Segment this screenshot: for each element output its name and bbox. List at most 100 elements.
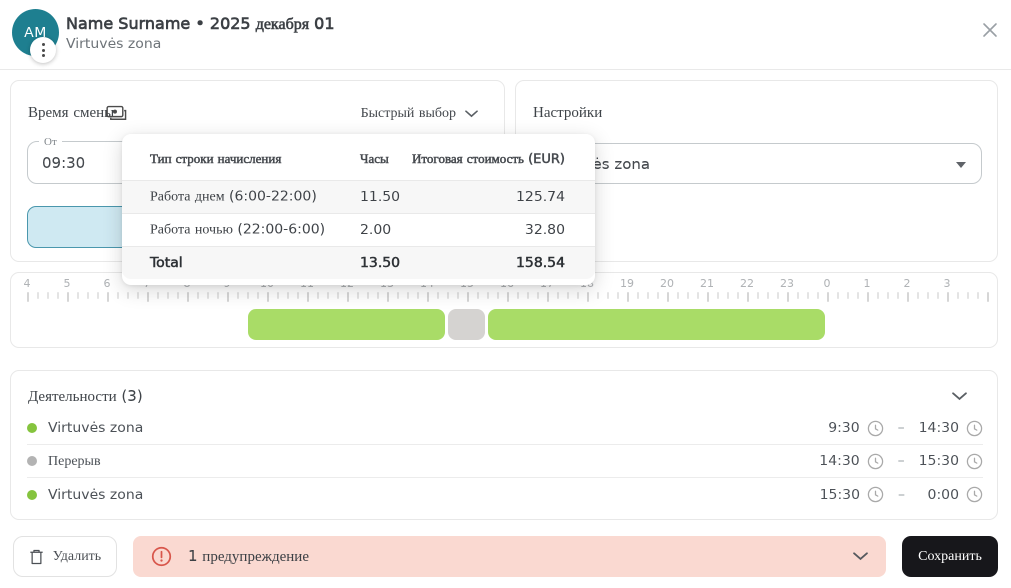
activity-start-time[interactable]: 14:30 [819,453,860,469]
timeline-tick [827,292,829,302]
timeline-tick [637,292,639,299]
col-type: Тип строки начисления [150,152,282,167]
timeline-tick [127,292,129,299]
timeline-tick [887,292,889,299]
timeline-tick [707,292,709,302]
timeline-tick [987,292,989,302]
timeline-tick [927,292,929,299]
chevron-down-icon[interactable] [853,552,868,561]
activity-row[interactable]: Перерыв 14:30 – 15:30 [27,445,983,478]
range-separator: – [897,453,905,469]
activity-end-time[interactable]: 14:30 [918,420,959,436]
range-separator: – [898,486,905,503]
timeline-tick [797,292,799,299]
timeline-tick [387,292,389,302]
timeline-tick [357,292,359,299]
timeline-segment[interactable] [448,309,485,340]
quick-select-label: Быстрый выбор [360,105,456,121]
activity-end-time[interactable]: 0:00 [927,486,959,503]
timeline-tick [697,292,699,299]
timeline-tick [547,292,549,302]
zone-select[interactable]: Virtuvės zona [533,143,982,184]
timeline-tick [237,292,239,299]
activity-row[interactable]: Virtuvės zona 15:30 – 0:00 [27,478,983,511]
clock-icon[interactable] [966,420,983,437]
timeline-tick [197,292,199,299]
timeline-tick [607,292,609,299]
clock-icon[interactable] [966,453,983,470]
activity-dot [27,423,37,433]
timeline-tick [327,292,329,299]
timeline-hour-label: 23 [780,277,794,290]
timeline-segment[interactable] [248,309,445,340]
quick-select-button[interactable]: Быстрый выбор [361,105,478,122]
timeline-tick [847,292,849,299]
timeline-tick [47,292,49,299]
timeline-tick [857,292,859,299]
timeline-tick [747,292,749,302]
activity-dot [27,489,37,500]
timeline-tick [917,292,919,299]
kebab-menu-icon[interactable] [30,37,56,63]
clock-icon[interactable] [867,420,884,437]
timeline-hour-label: 3 [943,277,951,290]
timeline-tick [967,292,969,299]
timeline-tick [717,292,719,299]
warning-text: 1 предупреждение [188,547,309,565]
page-title: Name Surname • 2025 декабря 01 [66,14,335,34]
employee-name: Name Surname [66,14,191,33]
banknote-icon[interactable] [106,105,127,126]
row-hours: 11.50 [360,189,401,205]
timeline-tick [597,292,599,299]
activity-row[interactable]: Virtuvės zona 9:30 – 14:30 [27,412,983,445]
clock-icon[interactable] [867,453,884,470]
cost-table-row: Работа ночью (22:00-6:00) 2.00 32.80 [122,213,595,246]
timeline-tick [677,292,679,299]
warning-banner[interactable]: 1 предупреждение [133,536,886,577]
timeline-tick [767,292,769,299]
row-cost: 125.74 [516,189,565,205]
clock-icon[interactable] [966,486,983,503]
timeline-tick [757,292,759,299]
timeline-tick [737,292,739,299]
timeline-hour-label: 19 [620,277,634,290]
timeline-tick [497,292,499,299]
activity-end-time[interactable]: 15:30 [918,453,959,469]
timeline-tick [77,292,79,299]
timeline-tick [557,292,559,299]
timeline-hour-label: 21 [700,277,714,290]
timeline-tick [947,292,949,302]
save-button[interactable]: Сохранить [902,536,998,577]
cost-breakdown-popover: Тип строки начисления Часы Итоговая стои… [122,134,595,285]
row-cost: 32.80 [524,222,565,238]
zone-subtitle: Virtuvės zona [66,36,162,52]
activity-start-time[interactable]: 9:30 [828,420,860,436]
from-label: От [39,135,62,148]
timeline-tick [397,292,399,299]
timeline-hour-label: 1 [863,277,871,290]
timeline-tick [977,292,979,299]
timeline-tick [337,292,339,299]
row-hours: 13.50 [360,255,401,271]
timeline-tick [347,292,349,302]
close-icon[interactable] [979,19,1001,41]
delete-button[interactable]: Удалить [13,536,117,577]
timeline-hour-label: 4 [23,277,31,290]
activity-name: Virtuvės zona [48,420,144,436]
timeline-tick [467,292,469,302]
timeline-tick [227,292,229,302]
timeline-tick [587,292,589,302]
timeline-tick [627,292,629,302]
timeline-hour-label: 5 [63,277,71,290]
timeline-hour-label: 6 [103,277,111,290]
activities-title: Деятельности (3) [28,387,143,405]
chevron-down-icon[interactable] [952,389,967,404]
activity-start-time[interactable]: 15:30 [819,486,860,503]
col-cost: Итоговая стоимость (EUR) [412,152,565,167]
timeline-segment[interactable] [488,309,825,340]
delete-label: Удалить [52,548,102,564]
clock-icon[interactable] [867,486,884,503]
cost-table-header: Тип строки начисления Часы Итоговая стои… [122,151,595,167]
timeline-tick [877,292,879,299]
timeline-tick [247,292,249,299]
